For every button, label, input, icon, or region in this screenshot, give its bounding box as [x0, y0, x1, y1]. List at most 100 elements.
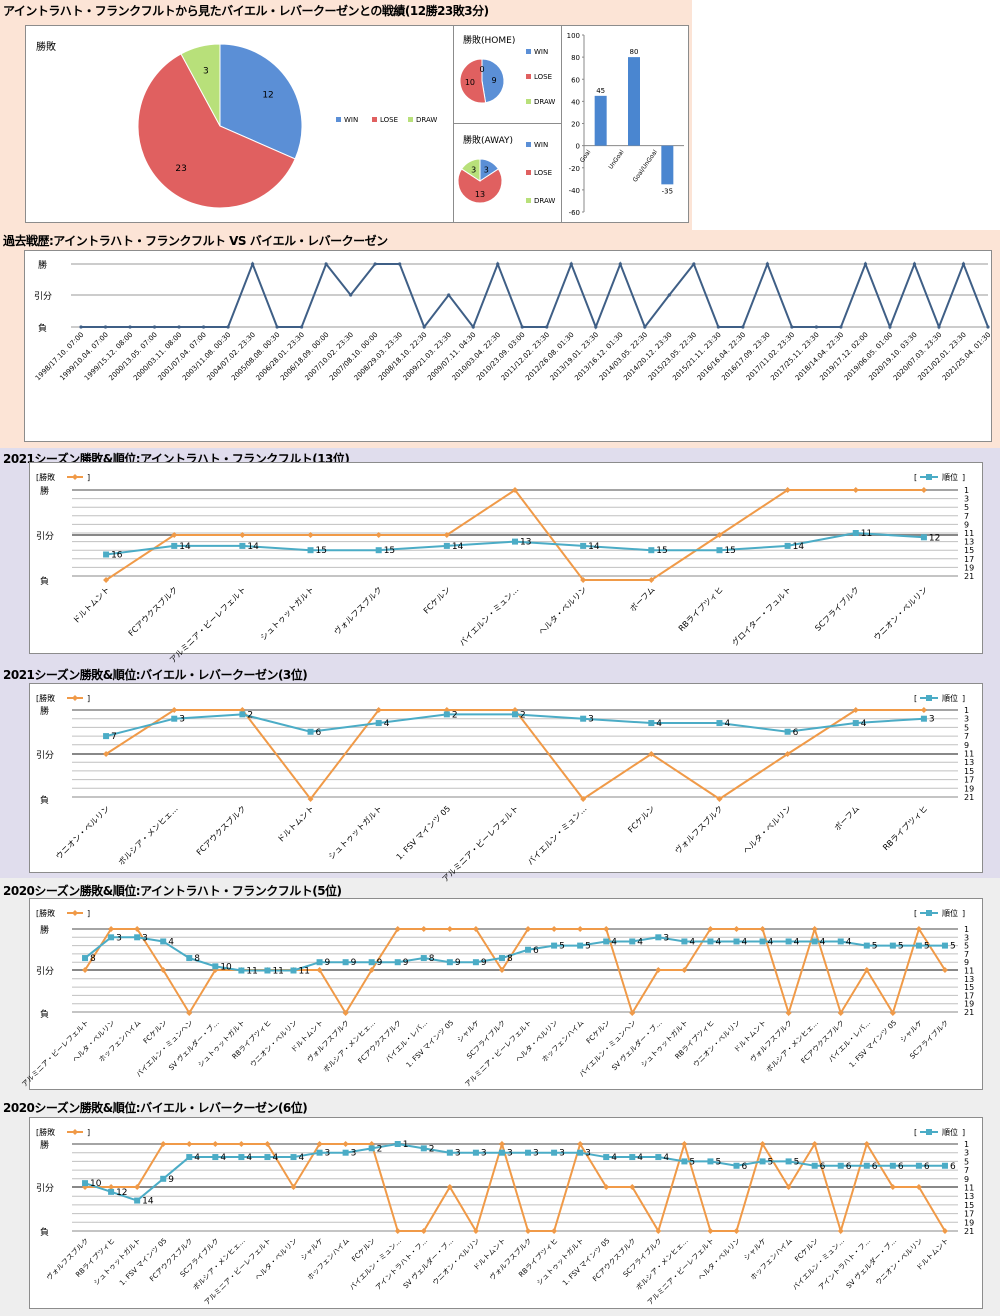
s2020_frankfurt-rank-line — [84, 936, 945, 972]
s2020_leverkusen-level-win: 勝 — [40, 1139, 49, 1151]
s2021_leverkusen-result-point-4 — [375, 707, 382, 713]
history-point-19 — [545, 325, 549, 329]
away-pie-title: 勝敗(AWAY) — [463, 136, 514, 146]
s2021_leverkusen-rank-point-1 — [171, 715, 178, 722]
s2020_leverkusen-rank-point-9 — [316, 1149, 323, 1156]
s2020_frankfurt-rank-point-1 — [108, 934, 115, 941]
s2020_leverkusen-result-point-12 — [394, 1228, 401, 1234]
history-point-0 — [79, 325, 83, 329]
history-point-30 — [814, 325, 819, 329]
s2020_frankfurt-result-point-28 — [811, 926, 818, 932]
s2020_frankfurt-category-8: ウニオン・ベルリン — [249, 1019, 299, 1069]
s2021_leverkusen-rank-tick-10: 21 — [964, 793, 974, 802]
s2021_leverkusen-rank-point-4 — [375, 720, 382, 727]
history-point-13 — [398, 262, 402, 266]
away-pie-legend-swatch-2 — [526, 198, 531, 203]
s2020_frankfurt-rank-point-3 — [160, 938, 167, 945]
s2021_frankfurt-result-point-3 — [307, 532, 314, 538]
history-point-17 — [496, 262, 500, 266]
s2020_leverkusen-rank-label-11: 2 — [377, 1144, 383, 1154]
s2021_leverkusen-legend-rank-close: ] — [962, 694, 965, 703]
s2020_leverkusen-rank-point-23 — [681, 1158, 688, 1165]
s2020_leverkusen-rank-point-11 — [368, 1145, 375, 1152]
s2020_frankfurt-result-point-33 — [941, 967, 948, 973]
s2020_frankfurt-legend-rank-marker — [926, 910, 932, 916]
s2021_leverkusen-rank-tick-9: 19 — [964, 784, 974, 793]
s2020_frankfurt-rank-label-0: 8 — [90, 954, 96, 964]
s2020_leverkusen-rank-point-18 — [551, 1149, 558, 1156]
s2021_leverkusen-legend-result-marker — [72, 695, 78, 701]
s2020_leverkusen-rank-point-7 — [264, 1154, 271, 1161]
history-xtick-37: 2021/25.04. 01:30 — [941, 331, 993, 383]
s2021_frankfurt-rank-label-12: 12 — [929, 533, 940, 543]
s2021_leverkusen-rank-point-10 — [784, 728, 791, 735]
s2021_frankfurt-category-3: シュトゥットガルト — [258, 584, 316, 642]
s2020_frankfurt-result-point-27 — [785, 1010, 792, 1016]
s2021_frankfurt-rank-label-9: 15 — [724, 546, 735, 556]
s2020_leverkusen-category-32: ウニオン・ベルリン — [874, 1237, 924, 1287]
s2020-leverkusen-title: 2020シーズン勝敗&順位:バイエル・レバークーゼン(6位) — [3, 1101, 308, 1115]
s2020_leverkusen-result-point-31 — [889, 1184, 896, 1190]
s2020_leverkusen-rank-tick-5: 11 — [964, 1184, 974, 1193]
s2020_leverkusen-result-point-13 — [420, 1228, 427, 1234]
s2021_leverkusen-rank-tick-6: 13 — [964, 758, 974, 767]
s2020_frankfurt-category-5: SV ヴェルダー・ブ… — [167, 1018, 221, 1072]
history-point-11 — [349, 293, 353, 297]
goals-ytick: 20 — [571, 121, 580, 129]
s2020_leverkusen-rank-label-8: 4 — [299, 1153, 305, 1163]
s2021_leverkusen-category-1: ボルシア・メンヒェ… — [117, 804, 180, 867]
s2021_leverkusen-rank-point-9 — [716, 720, 723, 727]
home-pie-legend-swatch-1 — [526, 74, 531, 79]
goals-category-label-2: Goal/UnGoal — [632, 148, 659, 183]
s2021_leverkusen-rank-label-1: 3 — [179, 715, 185, 725]
s2021_leverkusen-result-point-3 — [307, 796, 314, 802]
s2021_frankfurt-result-point-6 — [512, 487, 518, 493]
s2021_leverkusen-category-2: FCアウクスブルク — [194, 803, 248, 857]
s2020_leverkusen-category-14: SV ヴェルダー・ブ… — [401, 1236, 455, 1290]
s2020_leverkusen-rank-point-12 — [394, 1141, 401, 1147]
s2020_leverkusen-rank-point-17 — [525, 1149, 532, 1156]
s2020_frankfurt-rank-label-8: 11 — [299, 967, 310, 977]
s2021_leverkusen-rank-label-9: 4 — [724, 719, 730, 729]
s2020_frankfurt-result-point-24 — [707, 926, 714, 932]
s2021_leverkusen-legend-rank-open: [ — [914, 694, 917, 703]
s2020_frankfurt-rank-label-33: 5 — [950, 942, 956, 952]
total_pie-label-draw: 3 — [203, 66, 209, 76]
s2020_leverkusen-result-point-10 — [342, 1141, 349, 1147]
s2020_frankfurt-rank-label-18: 5 — [559, 942, 565, 952]
s2021-frankfurt-panel — [29, 462, 983, 654]
history-point-20 — [569, 262, 573, 266]
s2021_leverkusen-rank-label-11: 4 — [861, 719, 867, 729]
total-pie-legend-swatch-2 — [408, 117, 413, 122]
s2020_frankfurt-rank-point-26 — [759, 938, 766, 945]
s2020_frankfurt-rank-point-7 — [264, 967, 271, 974]
s2020_leverkusen-rank-tick-1: 3 — [964, 1149, 969, 1158]
s2020_frankfurt-rank-label-27: 4 — [794, 937, 800, 947]
total-pie-title: 勝敗 — [36, 42, 56, 53]
s2020_leverkusen-category-28: FCケルン — [793, 1237, 820, 1264]
s2021_frankfurt-result-point-1 — [171, 532, 178, 538]
s2020_leverkusen-rank-point-3 — [160, 1175, 167, 1182]
s2020_leverkusen-rank-point-15 — [472, 1149, 479, 1156]
s2021_frankfurt-rank-point-2 — [239, 542, 246, 549]
s2020_leverkusen-rank-point-29 — [837, 1162, 844, 1169]
s2020_frankfurt-rank-label-7: 11 — [272, 967, 283, 977]
s2021_leverkusen-rank-point-3 — [307, 728, 314, 735]
s2021_frankfurt-rank-point-10 — [784, 542, 791, 549]
total-pie-legend-swatch-0 — [336, 117, 341, 122]
s2020_leverkusen-rank-label-21: 4 — [637, 1153, 643, 1163]
s2020_leverkusen-category-20: 1. FSV マインツ 05 — [561, 1237, 611, 1287]
s2021_leverkusen-rank-tick-2: 5 — [964, 723, 969, 732]
s2020_frankfurt-legend-result: [勝敗 — [36, 908, 55, 918]
s2021_leverkusen-rank-tick-0: 1 — [964, 706, 969, 715]
s2020_frankfurt-level-lose: 負 — [40, 1008, 49, 1020]
s2020_leverkusen-rank-point-28 — [811, 1162, 818, 1169]
s2021_leverkusen-result-point-12 — [920, 707, 927, 713]
s2020_leverkusen-legend-result: [勝敗 — [36, 1127, 55, 1137]
s2020_frankfurt-rank-point-31 — [889, 942, 896, 949]
s2021_frankfurt-result-point-10 — [784, 487, 791, 493]
history-point-9 — [300, 325, 304, 329]
s2020_frankfurt-result-point-2 — [134, 926, 141, 932]
s2021_leverkusen-category-4: シュトゥットガルト — [326, 803, 384, 861]
s2020_frankfurt-rank-point-33 — [941, 942, 948, 949]
